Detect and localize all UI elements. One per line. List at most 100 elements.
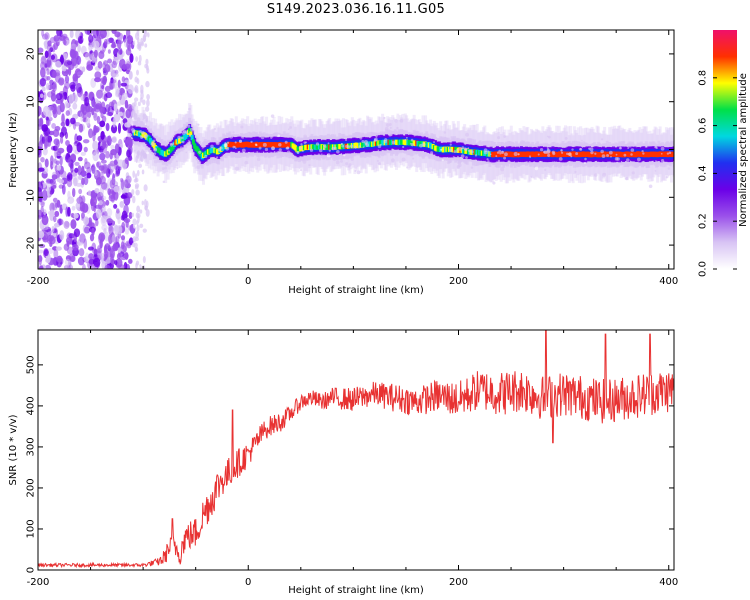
noise-speckle [69,48,76,59]
halo-speckle [660,158,665,163]
halo-speckle [196,165,201,169]
halo-speckle [354,146,357,149]
halo-speckle [601,154,606,158]
noise-speckle [101,85,105,90]
noise-speckle [133,97,139,102]
noise-speckle [54,148,58,159]
noise-speckle [111,41,116,48]
halo-speckle [625,176,629,181]
noise-speckle [104,38,108,45]
noise-speckle [144,218,148,224]
noise-speckle [42,225,49,231]
halo-speckle [234,141,237,144]
noise-speckle [55,139,60,148]
noise-speckle [106,111,114,117]
halo-speckle [496,151,500,154]
halo-speckle [497,136,501,140]
halo-speckle [555,142,558,146]
noise-speckle [47,247,54,254]
noise-speckle [144,63,148,69]
noise-speckle [144,43,148,48]
halo-speckle [449,143,452,146]
noise-speckle [106,136,111,145]
halo-speckle [344,138,348,141]
noise-speckle [73,212,79,219]
noise-speckle [123,204,129,216]
halo-speckle [528,160,531,164]
noise-speckle [136,117,141,122]
noise-speckle [140,194,144,200]
halo-speckle [409,142,412,145]
halo-speckle [384,126,389,131]
halo-speckle [142,118,145,121]
halo-speckle [390,158,395,163]
noise-speckle [132,218,137,226]
halo-speckle [470,150,474,154]
halo-speckle [168,149,171,152]
halo-speckle [256,157,261,162]
halo-speckle [153,147,158,152]
colorbar-tick-label: 0.2 [698,213,709,229]
noise-speckle [105,38,111,45]
noise-speckle [135,56,139,62]
colorbar-tick-label: 0.4 [698,165,709,181]
noise-speckle [76,142,83,153]
noise-speckle [53,248,59,260]
halo-speckle [594,173,598,177]
halo-speckle [464,142,467,145]
halo-speckle [321,155,325,159]
halo-speckle [637,157,641,162]
noise-speckle [70,117,76,125]
noise-speckle [131,188,135,196]
noise-speckle [51,184,57,189]
noise-speckle [124,122,130,128]
noise-speckle [64,221,70,228]
noise-speckle [106,218,113,224]
halo-speckle [278,148,282,152]
noise-speckle [72,102,78,110]
halo-speckle [261,135,265,140]
halo-speckle [388,132,392,137]
y-tick-label: -10 [26,189,37,205]
halo-speckle [626,158,630,162]
halo-speckle [495,155,498,158]
noise-speckle [81,165,85,174]
halo-speckle [300,143,303,146]
noise-speckle [40,156,45,163]
halo-speckle [465,156,468,159]
halo-speckle [503,135,507,138]
noise-speckle [41,189,48,201]
x-tick-label: 0 [245,577,251,588]
halo-speckle [610,155,612,158]
noise-speckle [136,169,140,177]
halo-speckle [350,157,354,162]
halo-speckle [489,153,492,156]
halo-speckle [529,156,531,159]
noise-speckle [128,224,134,231]
halo-speckle [539,147,544,152]
halo-speckle [575,152,579,156]
colorbar-tick-label: 0.0 [698,261,709,277]
halo-speckle [570,155,573,158]
noise-speckle [50,92,57,102]
noise-speckle [140,89,144,94]
halo-speckle [315,142,320,146]
halo-speckle [356,170,361,175]
noise-speckle [115,257,123,268]
y-tick-label: 20 [26,48,37,61]
halo-speckle [360,135,363,138]
halo-speckle [456,155,459,158]
halo-speckle [498,149,502,153]
noise-speckle [136,30,140,37]
noise-speckle [64,101,70,109]
halo-speckle [336,149,340,154]
halo-speckle [654,169,657,172]
halo-speckle [175,160,178,163]
halo-speckle [461,146,465,150]
halo-speckle [537,153,540,156]
halo-speckle [219,158,222,161]
noise-speckle [103,249,109,259]
halo-speckle [615,162,618,164]
halo-speckle [139,135,142,137]
halo-speckle [343,153,346,157]
